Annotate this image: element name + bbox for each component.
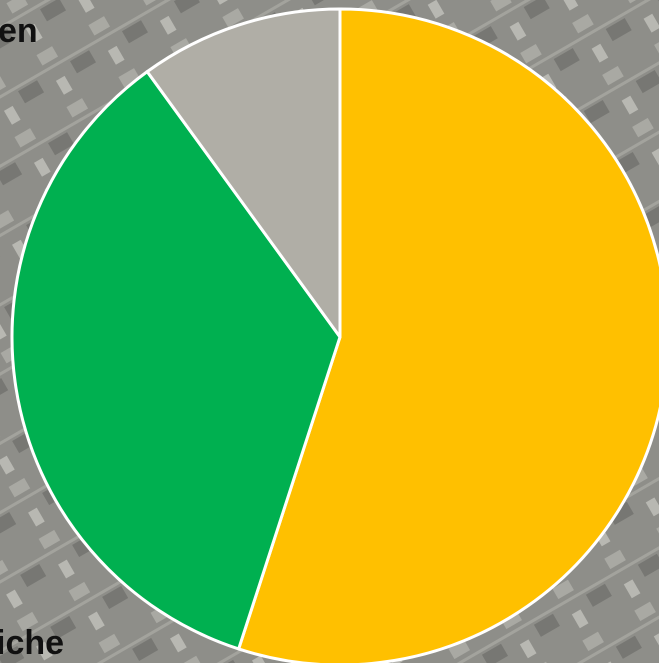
annotation: iche <box>0 624 64 662</box>
annotation: en <box>0 12 38 50</box>
pie-slice <box>237 7 659 663</box>
pie-slice <box>145 7 342 339</box>
pie-slice <box>10 70 342 651</box>
pie <box>10 7 659 663</box>
